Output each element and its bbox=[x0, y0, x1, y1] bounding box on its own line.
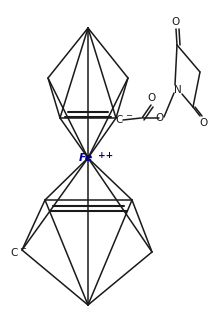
Text: ++: ++ bbox=[98, 151, 113, 159]
Text: C: C bbox=[11, 248, 18, 258]
Text: N: N bbox=[174, 85, 182, 95]
Text: Fe: Fe bbox=[79, 153, 93, 163]
Text: −: − bbox=[125, 112, 132, 121]
Text: O: O bbox=[199, 118, 207, 128]
Text: C: C bbox=[115, 115, 123, 125]
Text: O: O bbox=[156, 113, 164, 123]
Text: O: O bbox=[171, 17, 179, 27]
Text: −: − bbox=[19, 244, 26, 254]
Text: O: O bbox=[148, 93, 156, 103]
